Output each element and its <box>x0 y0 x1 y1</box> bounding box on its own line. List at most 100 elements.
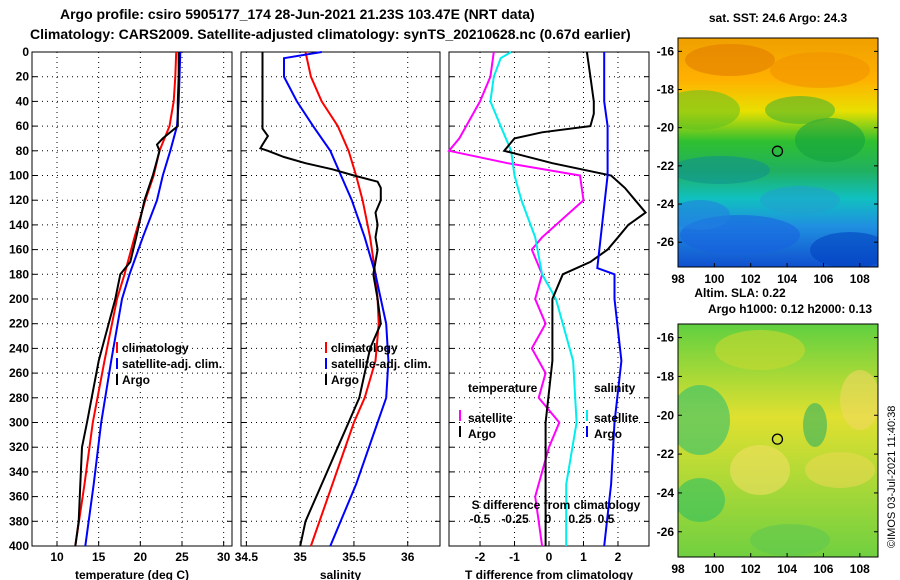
lon-tick-label: 108 <box>850 562 870 576</box>
depth-tick-label: 100 <box>9 169 29 183</box>
depth-tick-label: 140 <box>9 218 29 232</box>
map-sst_map: -16 -18 -20 -22 -24 -26 98 100 102 104 106 108 <box>657 37 879 286</box>
map-color-patch <box>765 96 835 124</box>
sla-map-subtitle: Argo h1000: 0.12 h2000: 0.13 <box>708 302 872 316</box>
map-color-patch <box>678 385 730 455</box>
map-frame <box>677 37 879 268</box>
legend-label: climatology <box>122 341 189 355</box>
map-color-patch <box>795 118 865 162</box>
s-tick-label: -0.25 <box>501 512 529 526</box>
x-tick-label: 15 <box>92 550 106 564</box>
plot-title-line2: Climatology: CARS2009. Satellite-adjuste… <box>30 26 631 42</box>
lat-tick-label: -16 <box>657 331 675 345</box>
legend-label: satellite-adj. clim. <box>331 357 431 371</box>
panel-salinity: 34.5 35 35.5 36 salinity <box>235 51 441 580</box>
x-axis-label: temperature (deg C) <box>75 568 189 580</box>
legend-title: salinity <box>594 381 636 395</box>
map-frame <box>677 323 879 558</box>
map-color-patch <box>803 403 827 447</box>
lon-tick-label: 102 <box>741 562 761 576</box>
lat-tick-label: -18 <box>657 369 675 383</box>
legend-label: satellite <box>594 411 639 425</box>
x-tick-label: 35.5 <box>342 550 366 564</box>
lat-tick-label: -24 <box>657 197 675 211</box>
legend-label: Argo <box>468 427 496 441</box>
s-tick-label: 0 <box>545 512 552 526</box>
x-axis-label: salinity <box>320 568 362 580</box>
depth-tick-label: 320 <box>9 440 29 454</box>
lon-tick-label: 98 <box>671 562 685 576</box>
lat-tick-label: -20 <box>657 121 675 135</box>
s-tick-label: -0.5 <box>470 512 491 526</box>
lon-tick-label: 104 <box>777 562 797 576</box>
lon-tick-label: 102 <box>741 272 761 286</box>
x-tick-label: -2 <box>475 550 486 564</box>
map-color-patch <box>678 478 725 522</box>
map-color-patch <box>760 186 840 214</box>
legend-title: temperature <box>468 381 538 395</box>
depth-tick-label: 400 <box>9 539 29 553</box>
depth-tick-label: 300 <box>9 416 29 430</box>
map-sla_map: -16 -18 -20 -22 -24 -26 98 100 102 104 106 108 <box>657 323 879 576</box>
argo-position-marker <box>771 145 784 157</box>
lon-tick-label: 108 <box>850 272 870 286</box>
map-texture <box>678 44 878 267</box>
map-color-patch <box>810 232 878 267</box>
depth-tick-label: 60 <box>16 119 30 133</box>
panel-difference: -2 -1 0 1 2 T difference from climatology <box>447 51 650 580</box>
map-color-patch <box>678 90 740 130</box>
x-tick-label: -1 <box>509 550 520 564</box>
map-color-patch <box>750 524 830 556</box>
lat-tick-label: -20 <box>657 408 675 422</box>
legend-temperature: climatology satellite-adj. clim. Argo <box>116 341 222 387</box>
lon-tick-label: 100 <box>704 562 724 576</box>
series-line-argo <box>258 52 382 547</box>
depth-tick-label: 340 <box>9 465 29 479</box>
s-tick-label: 0.5 <box>598 512 615 526</box>
map-color-patch <box>770 52 870 88</box>
x-tick-label: 35 <box>293 550 307 564</box>
legend-label: Argo <box>331 373 359 387</box>
lon-tick-label: 106 <box>813 272 833 286</box>
x-tick-label: 0 <box>546 550 553 564</box>
s-tick-label: 0.25 <box>568 512 592 526</box>
panel-frame <box>240 51 441 547</box>
series-line-satellite-adj-clim- <box>283 51 390 547</box>
legend-label: satellite-adj. clim. <box>122 357 222 371</box>
x-tick-label: 20 <box>134 550 148 564</box>
depth-tick-label: 200 <box>9 292 29 306</box>
lon-tick-label: 100 <box>704 272 724 286</box>
series-line-argo <box>74 52 180 547</box>
legend-label: climatology <box>331 341 398 355</box>
depth-tick-label: 40 <box>16 94 30 108</box>
plot-title-line1: Argo profile: csiro 5905177_174 28-Jun-2… <box>60 6 535 22</box>
legend-label: Argo <box>122 373 150 387</box>
map-color-patch <box>678 156 770 184</box>
x-tick-label: 34.5 <box>235 550 259 564</box>
map-color-patch <box>685 44 775 76</box>
lat-tick-label: -18 <box>657 83 675 97</box>
depth-tick-label: 120 <box>9 193 29 207</box>
x-tick-label: 30 <box>217 550 231 564</box>
sst-map-title: sat. SST: 24.6 Argo: 24.3 <box>709 11 848 25</box>
panel-temperature: 0 20 40 60 80 100 120 140 160 180 200 220 240 260 280 3… <box>9 45 233 580</box>
imos-timestamp: ©IMOS 03-Jul-2021 11:40:38 <box>886 405 898 548</box>
x-axis-label: T difference from climatology <box>465 568 633 580</box>
depth-tick-label: 80 <box>16 144 30 158</box>
depth-tick-label: 0 <box>22 45 29 59</box>
depth-tick-label: 240 <box>9 341 29 355</box>
series-line-salinity-satellite <box>489 51 578 546</box>
legend-label: Argo <box>594 427 622 441</box>
series-line-climatology <box>304 51 380 547</box>
lat-tick-label: -26 <box>657 235 675 249</box>
lat-tick-label: -26 <box>657 525 675 539</box>
difference-extras: S difference from climatology-0.5 -0.25 0 0… <box>459 381 641 526</box>
x-tick-label: 36 <box>401 550 415 564</box>
map-color-patch <box>730 445 790 495</box>
depth-tick-label: 280 <box>9 391 29 405</box>
map-texture <box>678 330 878 556</box>
lat-tick-label: -24 <box>657 486 675 500</box>
lat-tick-label: -22 <box>657 159 675 173</box>
sla-map-title: Altim. SLA: 0.22 <box>694 286 786 300</box>
